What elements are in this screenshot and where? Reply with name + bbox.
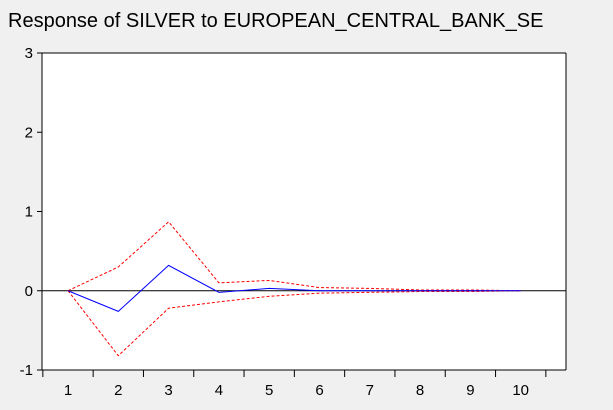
y-tick-label: -1: [20, 362, 33, 379]
series-layer: [67, 221, 521, 357]
x-tick-label: 5: [265, 382, 273, 399]
x-tick-layer: 1 2 3 4 5 6 7 8 9 10: [42, 370, 547, 399]
y-tick-label: 1: [25, 204, 33, 221]
y-tick-layer: -1 0 1 2 3: [20, 45, 42, 379]
x-tick-label: 9: [466, 382, 474, 399]
x-tick-label: 7: [366, 382, 374, 399]
y-tick-label: 0: [25, 283, 33, 300]
y-tick-label: 3: [25, 45, 33, 62]
plot-area: [42, 53, 566, 370]
series-line-response: [67, 264, 521, 312]
series-line-lower: [67, 290, 521, 357]
x-tick-label: 10: [512, 382, 529, 399]
x-tick-label: 4: [215, 382, 223, 399]
x-tick-label: 3: [164, 382, 172, 399]
x-tick-label: 6: [315, 382, 323, 399]
x-tick-label: 8: [416, 382, 424, 399]
chart-title: Response of SILVER to EUROPEAN_CENTRAL_B…: [8, 10, 543, 32]
x-tick-label: 1: [64, 382, 72, 399]
x-tick-label: 2: [114, 382, 122, 399]
y-tick-label: 2: [25, 124, 33, 141]
